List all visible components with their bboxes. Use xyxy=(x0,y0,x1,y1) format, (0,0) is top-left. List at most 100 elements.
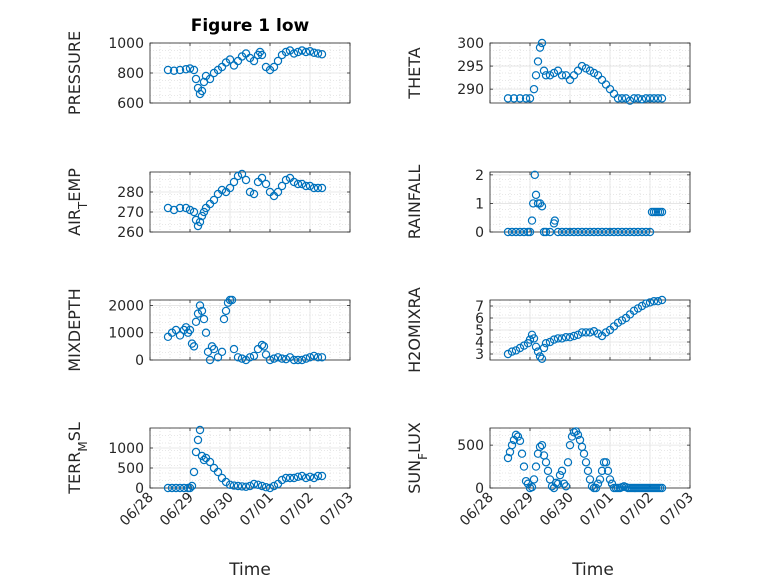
data-point xyxy=(301,47,311,57)
data-point xyxy=(541,458,551,467)
data-point xyxy=(561,482,571,491)
data-point xyxy=(277,181,287,191)
data-point xyxy=(573,430,583,440)
data-point xyxy=(537,354,547,363)
data-point xyxy=(195,425,205,435)
data-point xyxy=(641,227,651,237)
y-axis-label: SUNFLUX xyxy=(405,422,430,494)
data-point xyxy=(537,440,547,450)
data-point xyxy=(617,227,627,237)
data-point xyxy=(233,171,243,181)
data-point xyxy=(553,479,563,488)
data-point xyxy=(249,189,259,199)
y-tick-label: 1000 xyxy=(108,326,144,342)
data-point xyxy=(191,447,201,457)
data-point xyxy=(197,211,207,221)
data-point xyxy=(565,227,575,237)
y-tick-label: 2 xyxy=(475,168,484,184)
data-point xyxy=(171,325,181,335)
data-point xyxy=(565,440,575,450)
data-point xyxy=(557,227,567,237)
data-point xyxy=(265,483,275,493)
y-tick-label: 0 xyxy=(475,481,484,497)
data-point xyxy=(313,183,323,193)
y-tick-label: 500 xyxy=(457,438,484,454)
data-point xyxy=(511,430,521,440)
data-point xyxy=(527,216,537,225)
data-point xyxy=(217,185,227,195)
data-point xyxy=(297,46,307,55)
y-tick-label: 3 xyxy=(475,347,484,363)
data-point xyxy=(241,482,251,491)
data-point xyxy=(163,203,173,213)
data-point xyxy=(281,47,291,57)
data-point xyxy=(189,65,199,75)
data-point xyxy=(581,64,591,73)
data-point xyxy=(281,354,291,364)
data-point xyxy=(641,299,651,308)
data-point xyxy=(189,342,199,351)
data-point xyxy=(521,94,531,103)
x-tick-label: 06/30 xyxy=(537,490,577,530)
data-point xyxy=(581,328,591,337)
data-point xyxy=(557,71,567,80)
data-point xyxy=(625,96,635,105)
y-axis-label: H2OMIXRA xyxy=(405,287,424,373)
data-point xyxy=(557,334,567,343)
data-point xyxy=(205,74,215,84)
data-point xyxy=(293,179,303,189)
data-point xyxy=(261,483,271,492)
data-point xyxy=(197,451,207,461)
data-point xyxy=(193,435,203,445)
data-point xyxy=(179,483,189,493)
data-point xyxy=(589,68,599,78)
data-point xyxy=(261,179,271,189)
data-point xyxy=(245,353,255,362)
data-point xyxy=(657,295,667,305)
data-point xyxy=(191,317,201,327)
data-point xyxy=(503,453,513,463)
data-point xyxy=(197,86,207,96)
data-point xyxy=(589,227,599,237)
data-point xyxy=(229,481,239,490)
data-point xyxy=(181,203,191,213)
data-point xyxy=(529,334,539,343)
data-point xyxy=(199,314,209,324)
data-point xyxy=(317,353,327,362)
data-point xyxy=(269,481,279,491)
data-point xyxy=(567,432,577,441)
data-point xyxy=(621,94,631,103)
data-point xyxy=(597,466,607,476)
data-point xyxy=(553,227,563,237)
data-point xyxy=(593,479,603,488)
data-point xyxy=(171,483,181,493)
data-point xyxy=(545,71,555,80)
data-point xyxy=(605,227,615,237)
data-point xyxy=(549,335,559,344)
data-point xyxy=(257,50,267,60)
figure-title: Figure 1 low xyxy=(191,16,310,36)
subplot-2: 290 295 300 THETA xyxy=(405,36,691,105)
data-point xyxy=(233,353,243,362)
data-point xyxy=(557,466,567,476)
data-point xyxy=(533,57,543,66)
y-tick-label: 6 xyxy=(475,311,484,327)
data-point xyxy=(317,50,327,59)
data-point xyxy=(597,227,607,237)
data-point xyxy=(513,432,523,441)
data-point xyxy=(181,65,191,74)
data-point xyxy=(613,94,623,103)
data-point xyxy=(591,483,601,493)
data-point xyxy=(293,47,303,57)
data-point xyxy=(569,227,579,237)
data-point xyxy=(257,481,267,491)
data-point xyxy=(305,181,315,191)
data-point xyxy=(309,48,319,57)
data-point xyxy=(193,221,203,231)
data-point xyxy=(519,462,529,471)
y-tick-label: 0 xyxy=(135,481,144,497)
data-point xyxy=(205,457,215,467)
data-point xyxy=(289,355,299,365)
